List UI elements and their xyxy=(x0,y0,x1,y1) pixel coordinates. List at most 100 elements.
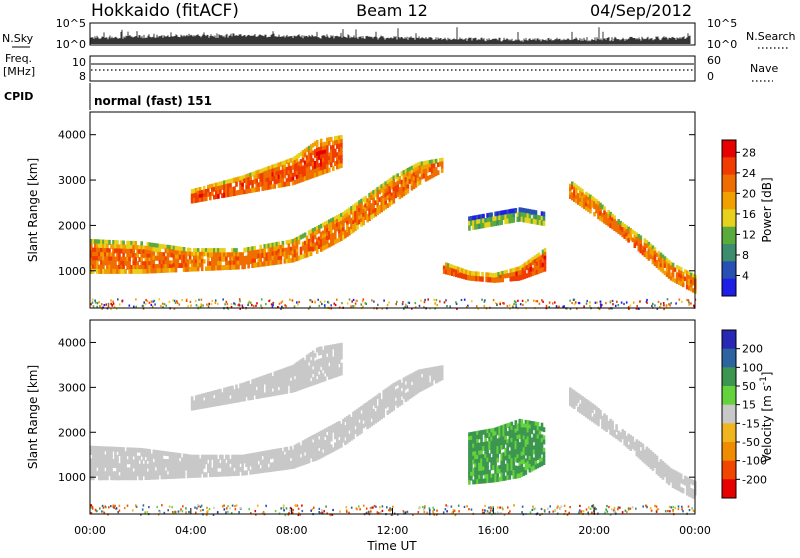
heatmap-cell xyxy=(143,305,145,307)
heatmap-cell xyxy=(666,304,668,306)
heatmap-cell xyxy=(681,506,683,508)
heatmap-cell xyxy=(201,267,204,272)
heatmap-cell xyxy=(347,302,349,304)
heatmap-cell xyxy=(149,302,151,304)
heatmap-cell xyxy=(521,511,523,513)
heatmap-cell xyxy=(600,301,602,303)
heatmap-cell xyxy=(340,355,343,360)
heatmap-cell xyxy=(543,427,546,432)
heatmap-cell xyxy=(336,299,338,301)
heatmap-cell xyxy=(468,508,470,510)
heatmap-cell xyxy=(586,303,588,305)
heatmap-cell xyxy=(605,302,607,304)
heatmap-cell xyxy=(355,303,357,305)
heatmap-cell xyxy=(332,166,335,171)
colorbar-swatch xyxy=(722,279,736,297)
heatmap-cell xyxy=(596,301,598,303)
heatmap-cell xyxy=(297,304,299,306)
heatmap-cell xyxy=(686,299,688,301)
freq-label-top: Freq. xyxy=(5,52,32,65)
heatmap-cell xyxy=(424,299,426,301)
heatmap-cell xyxy=(669,304,671,306)
freq-label-bottom: [MHz] xyxy=(3,65,35,78)
heatmap-cell xyxy=(579,302,581,304)
heatmap-cell xyxy=(203,259,206,264)
heatmap-cell xyxy=(224,303,226,305)
colorbar-swatch xyxy=(722,157,736,175)
heatmap-cell xyxy=(543,221,546,226)
heatmap-cell xyxy=(558,306,560,308)
heatmap-cell xyxy=(143,504,145,506)
heatmap-cell xyxy=(522,304,524,306)
heatmap-cell xyxy=(370,510,372,512)
heatmap-cell xyxy=(464,299,466,301)
heatmap-cell xyxy=(365,302,367,304)
heatmap-cell xyxy=(539,303,541,305)
heatmap-cell xyxy=(186,299,188,301)
heatmap-cell xyxy=(500,220,503,225)
heatmap-cell xyxy=(227,303,229,305)
heatmap-cell xyxy=(238,304,240,306)
heatmap-cell xyxy=(571,302,573,304)
heatmap-cell xyxy=(330,304,332,306)
heatmap-cell xyxy=(514,300,516,302)
y-tick-label: 3000 xyxy=(58,174,86,187)
heatmap-cell xyxy=(211,303,213,305)
heatmap-cell xyxy=(600,305,602,307)
heatmap-cell xyxy=(445,299,447,301)
heatmap-cell xyxy=(256,302,258,304)
heatmap-cell xyxy=(549,302,551,304)
heatmap-cell xyxy=(688,304,690,306)
heatmap-cell xyxy=(401,400,404,405)
heatmap-cell xyxy=(108,305,110,307)
heatmap-cell xyxy=(330,437,333,442)
heatmap-cell xyxy=(172,299,174,301)
heatmap-cell xyxy=(215,299,217,301)
heatmap-cell xyxy=(288,182,291,187)
heatmap-cell xyxy=(446,305,448,307)
heatmap-cell xyxy=(110,505,112,507)
heatmap-cell xyxy=(626,301,628,303)
heatmap-cell xyxy=(636,305,638,307)
heatmap-cell xyxy=(320,301,322,303)
heatmap-cell xyxy=(314,353,317,358)
heatmap-cell xyxy=(517,300,519,302)
heatmap-cell xyxy=(544,267,547,272)
heatmap-cell xyxy=(206,304,208,306)
heatmap-cell xyxy=(110,303,112,305)
y-tick-label: 4000 xyxy=(58,129,86,142)
heatmap-cell xyxy=(371,299,373,301)
heatmap-cell xyxy=(92,299,94,301)
heatmap-cell xyxy=(217,194,220,199)
heatmap-cell xyxy=(574,299,576,301)
heatmap-cell xyxy=(190,301,192,303)
heatmap-cell xyxy=(652,303,654,305)
heatmap-cell xyxy=(597,421,600,426)
heatmap-cell xyxy=(490,510,492,512)
power-colorbar-label: Power [dB] xyxy=(760,177,774,242)
heatmap-cell xyxy=(94,300,96,302)
heatmap-cell xyxy=(247,264,250,269)
heatmap-cell xyxy=(651,510,653,512)
heatmap-cell xyxy=(509,304,511,306)
cpid-panel: CPID normal (fast) 151 xyxy=(4,83,212,110)
heatmap-cell xyxy=(543,460,546,465)
heatmap-cell xyxy=(621,302,623,304)
heatmap-cell xyxy=(202,304,204,306)
heatmap-cell xyxy=(513,303,515,305)
heatmap-cell xyxy=(586,300,588,302)
heatmap-cell xyxy=(496,304,498,306)
heatmap-cell xyxy=(289,299,291,301)
heatmap-cell xyxy=(119,505,121,507)
heatmap-cell xyxy=(243,397,246,402)
heatmap-cell xyxy=(179,304,181,306)
heatmap-cell xyxy=(433,299,435,301)
noise-left-tick-bottom: 10^0 xyxy=(56,38,86,51)
heatmap-cell xyxy=(174,300,176,302)
heatmap-cell xyxy=(145,299,147,301)
heatmap-cell xyxy=(208,303,210,305)
heatmap-cell xyxy=(441,169,444,173)
heatmap-cell xyxy=(407,189,410,194)
